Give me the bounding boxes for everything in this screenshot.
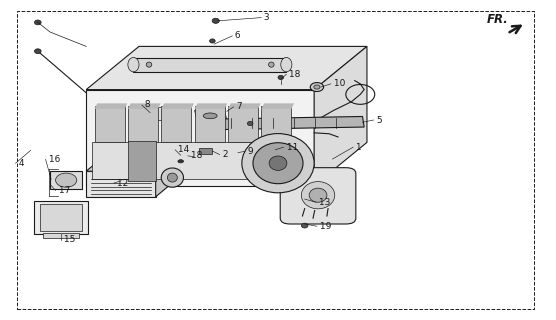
Text: 4: 4 xyxy=(16,159,24,168)
Polygon shape xyxy=(261,106,291,142)
Ellipse shape xyxy=(269,62,274,67)
Polygon shape xyxy=(40,204,82,231)
Polygon shape xyxy=(128,141,156,181)
Ellipse shape xyxy=(301,223,308,228)
Ellipse shape xyxy=(281,58,292,72)
Ellipse shape xyxy=(178,160,183,163)
Text: 12: 12 xyxy=(114,179,128,188)
Polygon shape xyxy=(228,106,258,142)
Polygon shape xyxy=(161,106,191,142)
Ellipse shape xyxy=(212,18,219,23)
Ellipse shape xyxy=(269,156,287,170)
Text: 9: 9 xyxy=(245,147,254,156)
Polygon shape xyxy=(133,58,286,72)
Ellipse shape xyxy=(34,49,41,53)
Polygon shape xyxy=(34,201,88,234)
Text: 11: 11 xyxy=(284,143,298,152)
Polygon shape xyxy=(128,103,161,109)
Polygon shape xyxy=(95,103,127,109)
Ellipse shape xyxy=(210,39,215,43)
Text: FR.: FR. xyxy=(486,13,508,26)
Text: 15: 15 xyxy=(61,236,76,244)
Text: 1: 1 xyxy=(353,143,362,152)
Ellipse shape xyxy=(167,173,177,182)
Polygon shape xyxy=(199,148,212,154)
Polygon shape xyxy=(86,90,314,186)
Text: 13: 13 xyxy=(316,198,330,207)
Polygon shape xyxy=(86,154,177,171)
Text: 17: 17 xyxy=(56,186,70,195)
Ellipse shape xyxy=(242,134,314,193)
Ellipse shape xyxy=(146,62,152,67)
Polygon shape xyxy=(228,103,261,109)
Ellipse shape xyxy=(309,188,327,202)
Polygon shape xyxy=(161,103,194,109)
Polygon shape xyxy=(195,103,227,109)
Text: 18: 18 xyxy=(286,70,301,79)
Polygon shape xyxy=(156,154,177,197)
Polygon shape xyxy=(50,171,82,189)
Text: 10: 10 xyxy=(331,79,345,88)
Ellipse shape xyxy=(203,113,217,119)
Text: 2: 2 xyxy=(220,150,228,159)
Polygon shape xyxy=(95,106,125,142)
Polygon shape xyxy=(86,46,367,90)
Text: 5: 5 xyxy=(374,116,383,124)
Polygon shape xyxy=(219,116,364,130)
Polygon shape xyxy=(43,233,79,238)
FancyBboxPatch shape xyxy=(280,168,356,224)
Ellipse shape xyxy=(310,83,324,92)
Text: 18: 18 xyxy=(188,151,202,160)
Polygon shape xyxy=(86,171,156,197)
Ellipse shape xyxy=(253,143,303,184)
Polygon shape xyxy=(128,106,158,142)
Text: 16: 16 xyxy=(46,155,60,164)
Ellipse shape xyxy=(278,76,284,80)
Polygon shape xyxy=(314,46,367,186)
Polygon shape xyxy=(92,142,264,179)
Polygon shape xyxy=(195,106,225,142)
Ellipse shape xyxy=(56,173,77,187)
Polygon shape xyxy=(261,103,294,109)
Text: 6: 6 xyxy=(232,31,241,40)
Polygon shape xyxy=(147,107,162,120)
Ellipse shape xyxy=(161,168,183,187)
Ellipse shape xyxy=(34,20,41,25)
Text: 3: 3 xyxy=(261,13,270,22)
Polygon shape xyxy=(195,108,227,123)
Text: 14: 14 xyxy=(175,145,190,154)
Ellipse shape xyxy=(247,122,253,126)
Ellipse shape xyxy=(128,58,139,72)
Text: 8: 8 xyxy=(142,100,151,109)
Ellipse shape xyxy=(301,182,335,209)
Ellipse shape xyxy=(314,85,320,89)
Text: 19: 19 xyxy=(317,222,331,231)
Text: 7: 7 xyxy=(234,102,242,111)
